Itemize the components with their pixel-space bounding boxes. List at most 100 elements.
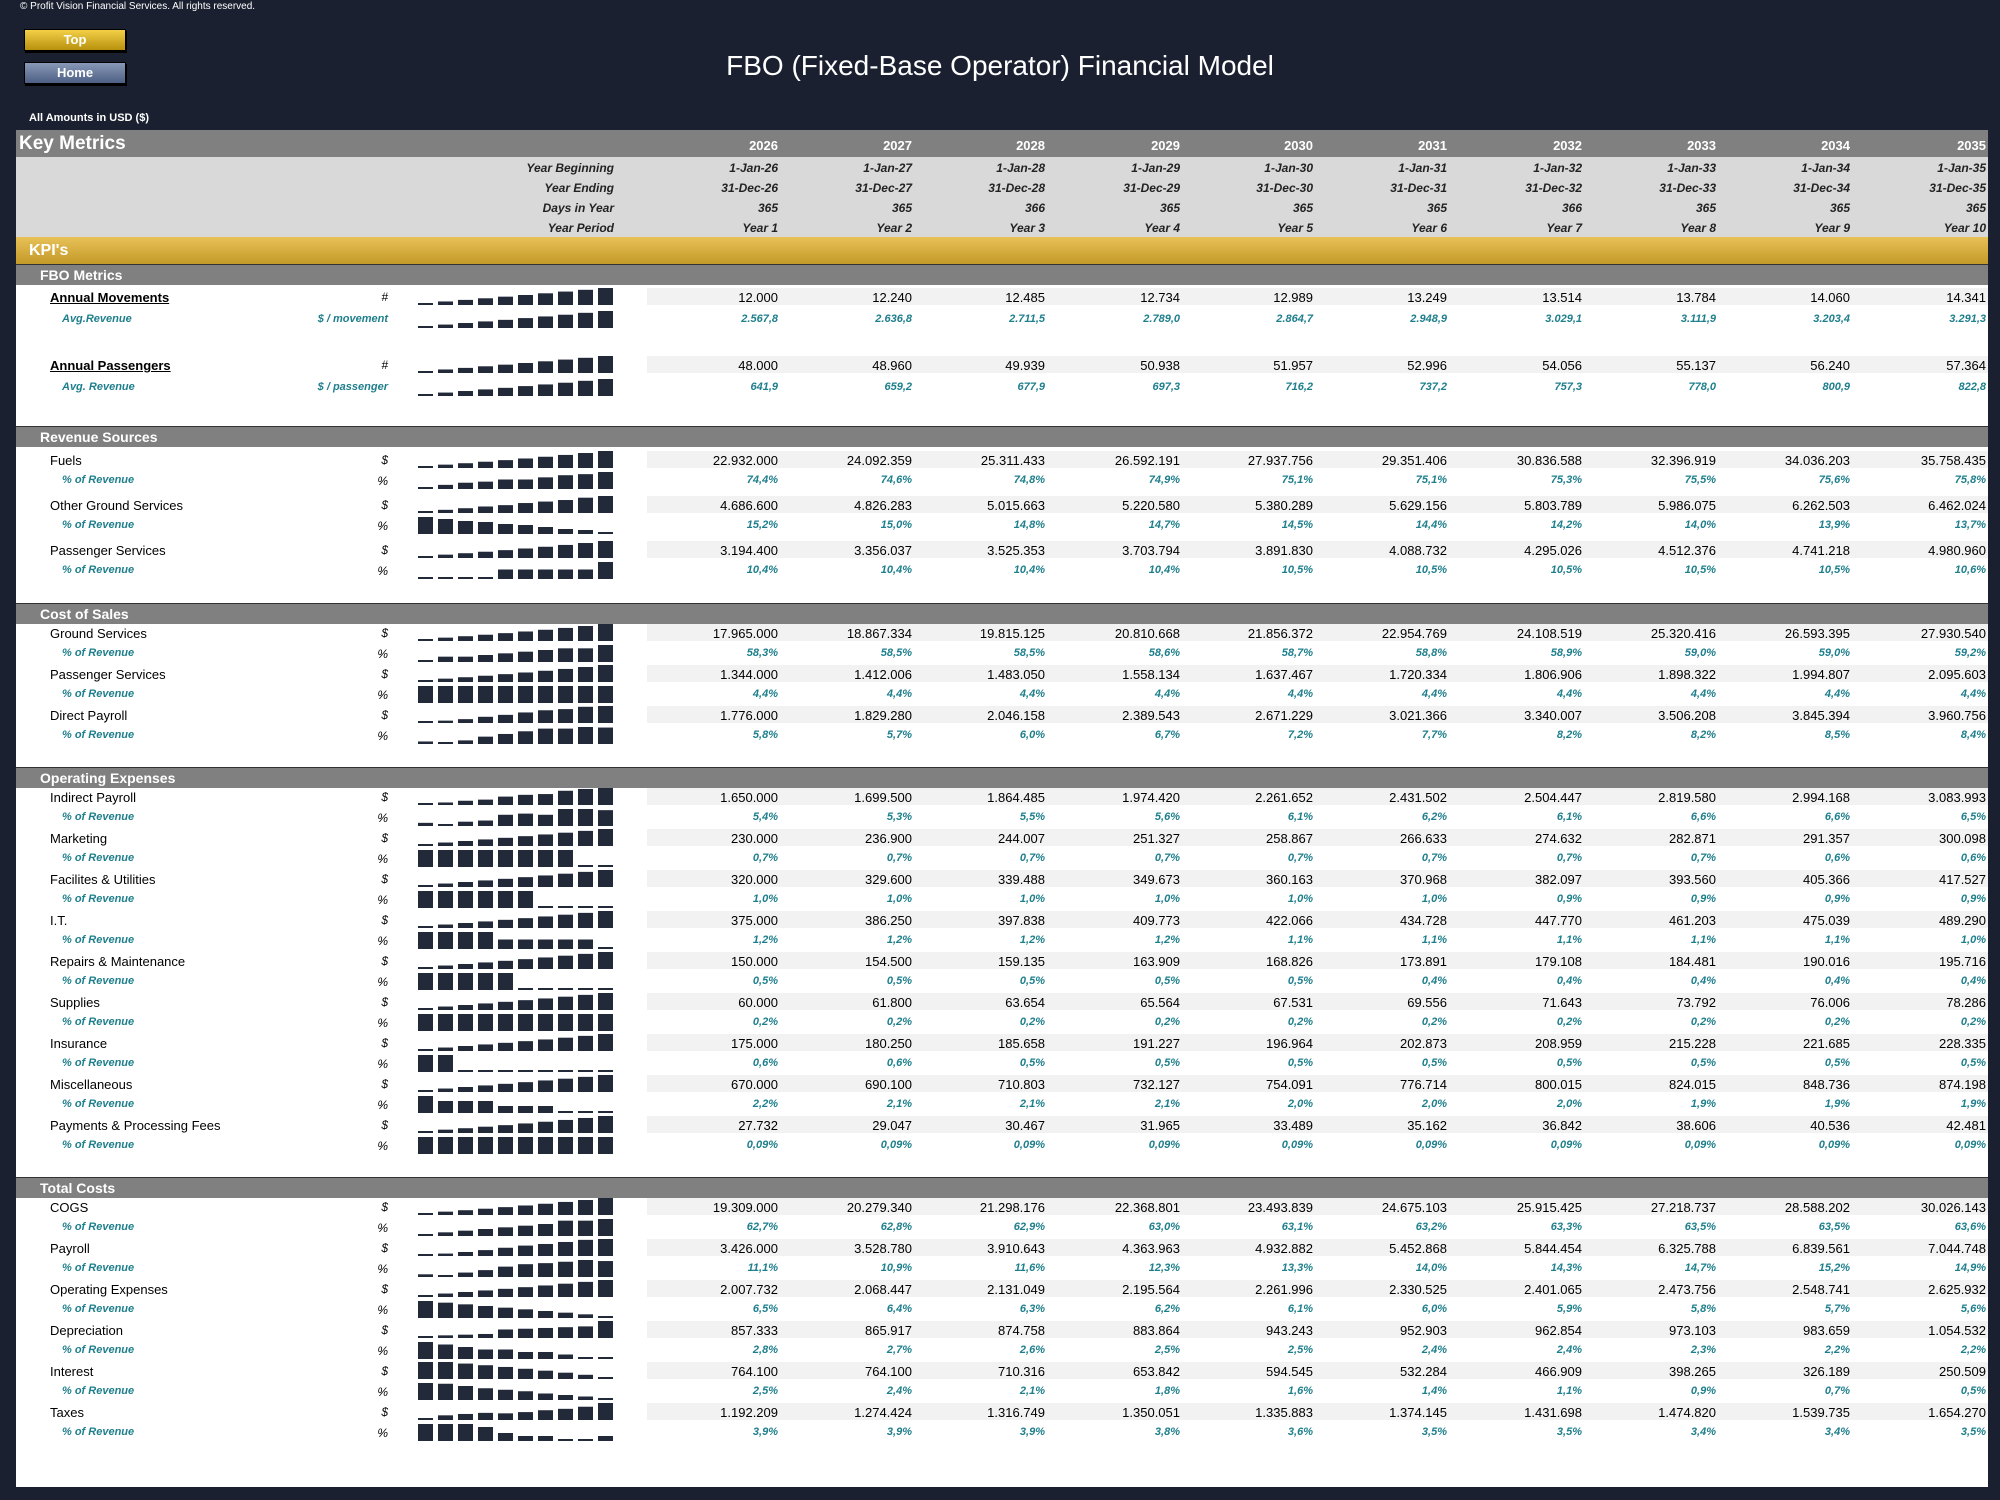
info-value: 31-Dec-31: [1390, 181, 1447, 195]
cell-value: 0,5%: [1287, 975, 1313, 987]
cell-value: 532.284: [1400, 1364, 1447, 1379]
cell-value: 0,7%: [1556, 852, 1582, 864]
cell-value: 6,1%: [1556, 811, 1582, 823]
sparkline-bar: [598, 645, 613, 662]
home-button[interactable]: Home: [24, 62, 126, 84]
sparkline: [418, 1342, 613, 1359]
sparkline-bar: [498, 1137, 513, 1154]
cell-value: 0,7%: [752, 852, 778, 864]
sparkline-bar: [458, 299, 473, 305]
sparkline-bar: [538, 814, 553, 826]
sparkline-bar: [498, 973, 513, 990]
row-label: % of Revenue: [62, 1139, 135, 1151]
sparkline-bar: [478, 1085, 493, 1092]
sparkline-bar: [558, 914, 573, 928]
sparkline-bar: [438, 1047, 453, 1051]
cell-value: 874.198: [1939, 1077, 1986, 1092]
cell-value: 329.600: [865, 872, 912, 887]
cell-value: 58,5%: [1013, 647, 1045, 659]
info-value: Year 4: [1144, 221, 1180, 235]
sparkline-bar: [578, 497, 593, 513]
sparkline-bar: [578, 1439, 593, 1441]
sparkline-bar: [438, 519, 453, 534]
sparkline-bar: [538, 686, 553, 703]
cell-value: 6,3%: [1019, 1303, 1045, 1315]
cell-value: 1.474.820: [1658, 1405, 1716, 1420]
sparkline-bar: [518, 1436, 533, 1441]
info-value: Year 3: [1009, 221, 1045, 235]
info-value: Year 6: [1411, 221, 1447, 235]
row-unit: $: [381, 954, 388, 968]
cell-value: 251.327: [1133, 831, 1180, 846]
sparkline: [418, 1219, 613, 1236]
row-shading: [647, 1239, 1988, 1256]
sparkline-bar: [538, 1285, 553, 1297]
sparkline: [418, 1075, 613, 1092]
sparkline-bar: [598, 624, 613, 641]
sparkline-bar: [498, 1433, 513, 1441]
cell-value: 75,1%: [1415, 474, 1447, 486]
sparkline: [418, 1014, 613, 1031]
sparkline-bar: [438, 973, 453, 990]
cell-value: 1.344.000: [720, 667, 778, 682]
cell-value: 0,5%: [1824, 1057, 1850, 1069]
sparkline: [418, 850, 613, 867]
cell-value: 33.489: [1273, 1118, 1313, 1133]
cell-value: 1,9%: [1960, 1098, 1986, 1110]
sparkline-bar: [418, 741, 433, 744]
top-button[interactable]: Top: [24, 29, 126, 51]
info-value: 31-Dec-32: [1525, 181, 1582, 195]
sparkline-bar: [558, 906, 573, 908]
cell-value: 5,6%: [1960, 1303, 1986, 1315]
cell-value: 3,9%: [1019, 1426, 1045, 1438]
cell-value: 1,0%: [752, 893, 778, 905]
year-header: 2027: [883, 138, 912, 153]
cell-value: 0,09%: [880, 1139, 912, 1151]
cell-value: 1,1%: [1287, 934, 1313, 946]
cell-value: 1.776.000: [720, 708, 778, 723]
cell-value: 3.021.366: [1389, 708, 1447, 723]
cell-value: 0,2%: [1960, 1016, 1986, 1028]
sparkline-bar: [458, 821, 473, 826]
sparkline-bar: [498, 686, 513, 703]
cell-value: 20.279.340: [846, 1200, 912, 1215]
sparkline-bar: [538, 998, 553, 1010]
sparkline-bar: [558, 1372, 573, 1379]
cell-value: 2.261.652: [1255, 790, 1313, 805]
sparkline-bar: [538, 1039, 553, 1051]
cell-value: 36.842: [1542, 1118, 1582, 1133]
info-value: 1-Jan-26: [729, 161, 778, 175]
cell-value: 24.092.359: [846, 453, 912, 468]
row-shading: [647, 870, 1988, 887]
sparkline-bar: [438, 1129, 453, 1133]
cell-value: 54.056: [1542, 358, 1582, 373]
sparkline-bar: [558, 996, 573, 1010]
cell-value: 63,0%: [1148, 1221, 1180, 1233]
row-label: % of Revenue: [62, 1262, 135, 1274]
cell-value: 191.227: [1133, 1036, 1180, 1051]
sparkline-bar: [498, 569, 513, 579]
sparkline-bar: [538, 1070, 553, 1072]
sparkline-bar: [558, 1327, 573, 1338]
cell-value: 0,5%: [752, 975, 778, 987]
sparkline-bar: [518, 362, 533, 373]
info-value: 31-Dec-28: [988, 181, 1045, 195]
cell-value: 49.939: [1005, 358, 1045, 373]
cell-value: 0,5%: [1421, 1057, 1447, 1069]
info-value: 365: [1695, 201, 1716, 215]
row-label: % of Revenue: [62, 1221, 135, 1233]
cell-value: 30.836.588: [1516, 453, 1582, 468]
sparkline-bar: [498, 1042, 513, 1051]
sparkline-bar: [478, 321, 493, 328]
cell-value: 67.531: [1273, 995, 1313, 1010]
section-title: Total Costs: [40, 1180, 116, 1196]
cell-value: 2,2%: [1824, 1344, 1850, 1356]
cell-value: 63,3%: [1550, 1221, 1582, 1233]
row-unit: $: [381, 1077, 388, 1091]
row-unit: $ / movement: [317, 313, 388, 325]
ratio-row: Avg. Revenue $ / passenger 641,9 659,2 677,9…: [16, 378, 1988, 398]
cell-value: 0,9%: [1690, 893, 1716, 905]
sparkline-bar: [558, 1283, 573, 1297]
cell-value: 0,7%: [1019, 852, 1045, 864]
sparkline-bar: [598, 1403, 613, 1420]
